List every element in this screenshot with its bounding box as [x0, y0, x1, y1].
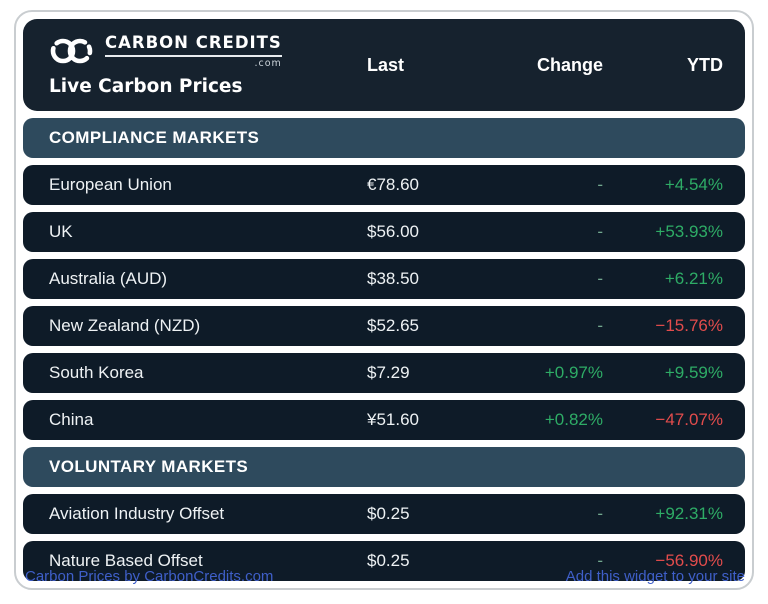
change-value: - [597, 316, 603, 335]
ytd-value: +6.21% [664, 269, 723, 288]
last-price: €78.60 [367, 175, 419, 194]
market-name: European Union [49, 175, 172, 194]
market-name: Australia (AUD) [49, 269, 168, 288]
section-header-compliance-markets: COMPLIANCE MARKETS [23, 118, 745, 158]
market-name: China [49, 410, 94, 429]
table-row-australia: Australia (AUD) $38.50 - +6.21% [23, 259, 745, 299]
change-value: - [597, 269, 603, 288]
last-price: ¥51.60 [367, 410, 419, 429]
change-value: - [597, 504, 603, 523]
change-value: +0.97% [544, 363, 603, 382]
last-price: $0.25 [367, 551, 410, 570]
market-name: UK [49, 222, 73, 241]
market-name: Aviation Industry Offset [49, 504, 225, 523]
change-value: - [597, 222, 603, 241]
table-row-uk: UK $56.00 - +53.93% [23, 212, 745, 252]
last-price: $7.29 [367, 363, 410, 382]
last-price: $38.50 [367, 269, 419, 288]
widget-header: CARBON CREDITS .com Live Carbon Prices L… [23, 19, 745, 111]
table-row-aviation-industry-offset: Aviation Industry Offset $0.25 - +92.31% [23, 494, 745, 534]
carbon-prices-widget: CARBON CREDITS .com Live Carbon Prices L… [14, 10, 754, 590]
ytd-value: +9.59% [664, 363, 723, 382]
table-row-nature-based-offset: Nature Based Offset $0.25 - −56.90% [23, 541, 745, 581]
market-name: South Korea [49, 363, 144, 382]
column-header-last: Last [367, 54, 405, 75]
ytd-value: +92.31% [655, 504, 723, 523]
brand-tld: .com [254, 58, 282, 69]
widget-title: Live Carbon Prices [49, 76, 243, 97]
table-row-new-zealand: New Zealand (NZD) $52.65 - −15.76% [23, 306, 745, 346]
table-row-china: China ¥51.60 +0.82% −47.07% [23, 400, 745, 440]
brand-name: CARBON CREDITS [105, 33, 282, 57]
column-header-change: Change [536, 54, 603, 75]
market-name: Nature Based Offset [49, 551, 203, 570]
table-row-south-korea: South Korea $7.29 +0.97% +9.59% [23, 353, 745, 393]
table-row-european-union: European Union €78.60 - +4.54% [23, 165, 745, 205]
section-header-voluntary-markets: VOLUNTARY MARKETS [23, 447, 745, 487]
change-value: +0.82% [544, 410, 603, 429]
section-title: VOLUNTARY MARKETS [49, 457, 249, 476]
change-value: - [597, 551, 603, 570]
carbon-prices-attribution-link[interactable]: Carbon Prices by CarbonCredits.com [25, 568, 274, 585]
ytd-value: +53.93% [655, 222, 723, 241]
brand-block: CARBON CREDITS .com Live Carbon Prices [49, 33, 367, 97]
ytd-value: −15.76% [655, 316, 723, 335]
add-widget-link[interactable]: Add this widget to your site [565, 568, 745, 585]
last-price: $56.00 [367, 222, 419, 241]
change-value: - [597, 175, 603, 194]
section-title: COMPLIANCE MARKETS [49, 128, 260, 147]
market-name: New Zealand (NZD) [49, 316, 201, 335]
last-price: $0.25 [367, 504, 410, 523]
ytd-value: −56.90% [655, 551, 723, 570]
ytd-value: +4.54% [664, 175, 723, 194]
last-price: $52.65 [367, 316, 419, 335]
column-header-ytd: YTD [687, 54, 723, 75]
carbon-credits-infinity-logo-icon [49, 35, 95, 67]
ytd-value: −47.07% [655, 410, 723, 429]
widget-footer: Carbon Prices by CarbonCredits.com Add t… [25, 568, 745, 585]
